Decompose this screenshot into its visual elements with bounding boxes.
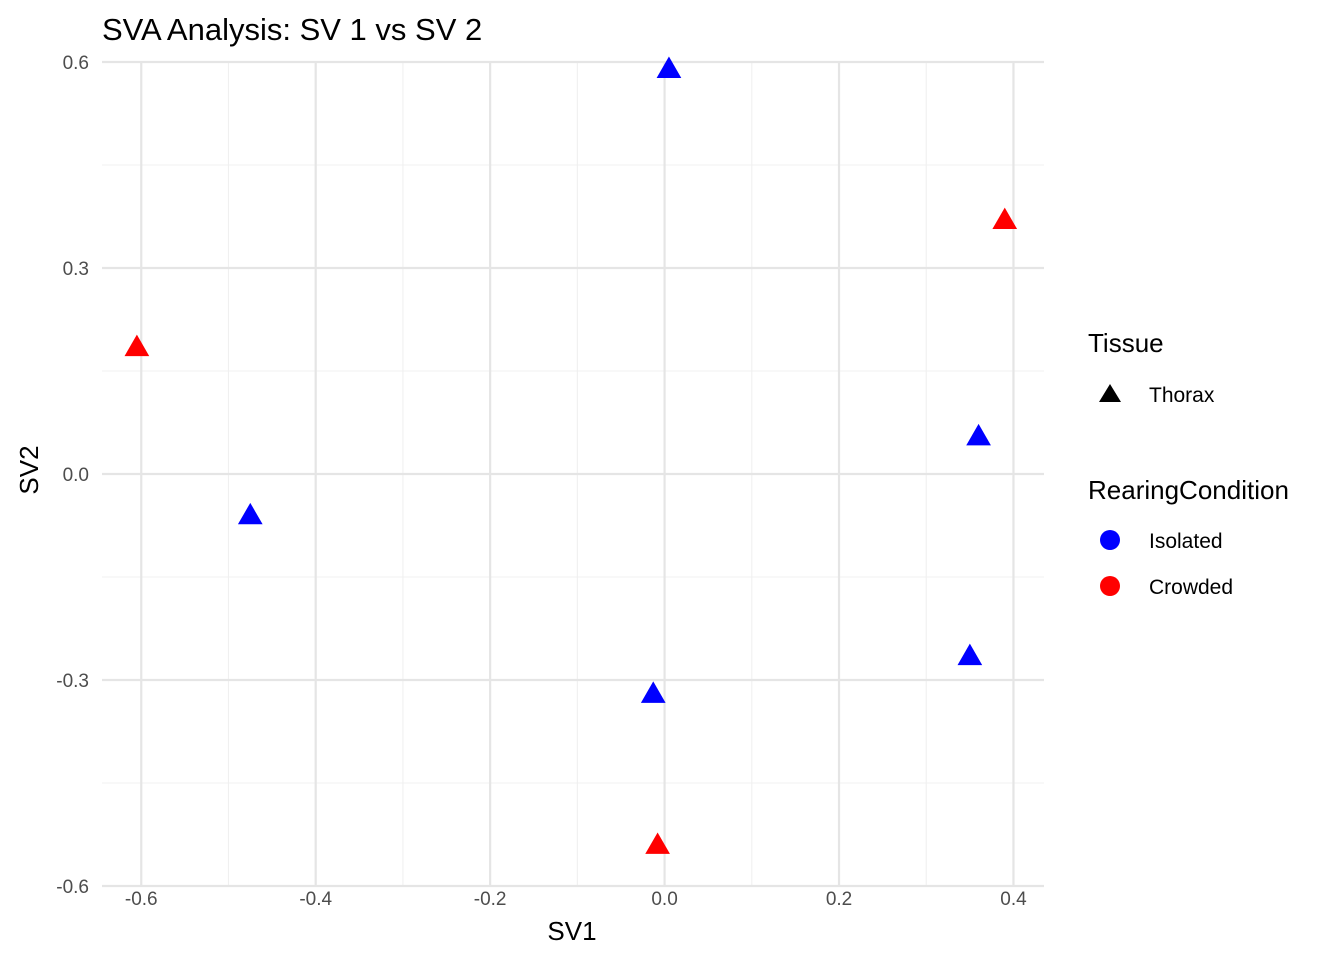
legend: Tissue Thorax RearingCondition Isolated … — [1088, 328, 1289, 599]
y-tick-label: -0.6 — [56, 877, 89, 898]
x-tick-label: -0.4 — [299, 889, 332, 910]
data-point-isolated — [640, 681, 666, 703]
x-axis-title: SV1 — [547, 916, 596, 946]
legend-label-thorax: Thorax — [1149, 384, 1215, 407]
data-point-crowded — [992, 207, 1018, 230]
x-tick-label: 0.0 — [651, 889, 677, 910]
data-point-isolated — [966, 423, 991, 446]
x-tick-label: -0.2 — [474, 889, 507, 910]
chart-title: SVA Analysis: SV 1 vs SV 2 — [102, 12, 482, 47]
legend-label-isolated: Isolated — [1149, 530, 1223, 553]
triangle-icon — [1099, 384, 1121, 402]
y-axis-title: SV2 — [14, 445, 44, 494]
circle-icon — [1100, 530, 1120, 550]
data-point-isolated — [957, 643, 983, 666]
legend-title-rearing-condition: RearingCondition — [1088, 475, 1289, 505]
legend-label-crowded: Crowded — [1149, 576, 1233, 599]
y-tick-label: 0.0 — [63, 465, 89, 486]
circle-icon — [1100, 576, 1120, 596]
y-tick-label: -0.3 — [56, 671, 89, 692]
data-point-isolated — [656, 56, 682, 78]
x-tick-label: -0.6 — [125, 889, 158, 910]
data-point-crowded — [124, 334, 150, 357]
legend-title-tissue: Tissue — [1088, 328, 1164, 358]
y-tick-label: 0.3 — [63, 259, 89, 280]
data-point-crowded — [645, 832, 670, 854]
x-tick-labels: -0.6 -0.4 -0.2 0.0 0.2 0.4 — [125, 889, 1027, 910]
data-point-isolated — [237, 502, 263, 525]
x-tick-label: 0.4 — [1000, 889, 1027, 910]
data-points — [124, 56, 1018, 854]
y-tick-label: 0.6 — [63, 53, 89, 74]
grid-lines — [102, 60, 1044, 888]
y-tick-labels: 0.6 0.3 0.0 -0.3 -0.6 — [56, 53, 89, 898]
x-tick-label: 0.2 — [826, 889, 852, 910]
